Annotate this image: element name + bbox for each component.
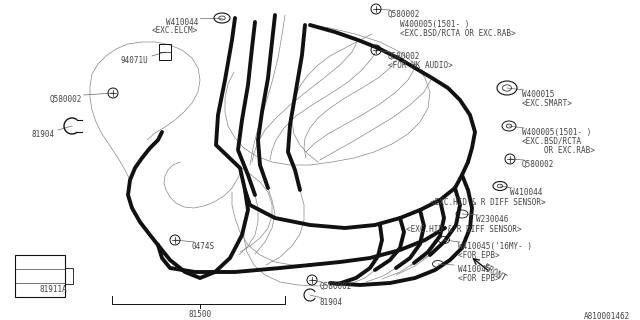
Text: Q580002: Q580002 — [320, 282, 353, 291]
Text: Q580002: Q580002 — [522, 160, 554, 169]
Text: <EXC.SMART>: <EXC.SMART> — [522, 99, 573, 108]
Text: W230046: W230046 — [476, 215, 508, 224]
Text: <FOR EPB>: <FOR EPB> — [458, 251, 500, 260]
Text: W410044: W410044 — [166, 18, 198, 27]
Text: <EXC.BSD/RCTA: <EXC.BSD/RCTA — [522, 137, 582, 146]
Text: Q580002: Q580002 — [388, 52, 420, 61]
Text: A810001462: A810001462 — [584, 312, 630, 320]
Text: <EXC.HID & R DIFF SENSOR>: <EXC.HID & R DIFF SENSOR> — [430, 198, 546, 207]
Text: <EXC.ELCM>: <EXC.ELCM> — [152, 26, 198, 35]
Text: <EXC.HID & R DIFF SENSOR>: <EXC.HID & R DIFF SENSOR> — [406, 225, 522, 234]
Text: 94071U: 94071U — [120, 56, 148, 65]
Text: 81904: 81904 — [320, 298, 343, 307]
Text: <FOR HK AUDIO>: <FOR HK AUDIO> — [388, 61, 452, 70]
Bar — [159, 44, 171, 60]
Bar — [15, 255, 65, 297]
Text: Q580002: Q580002 — [50, 95, 82, 104]
Text: W400015: W400015 — [522, 90, 554, 99]
Text: W400005(1501- ): W400005(1501- ) — [400, 20, 469, 29]
Text: FRONT: FRONT — [481, 263, 507, 283]
Text: 81904: 81904 — [32, 130, 55, 139]
Text: 81500: 81500 — [188, 310, 212, 319]
Text: W400005(1501- ): W400005(1501- ) — [522, 128, 591, 137]
Text: 81911A: 81911A — [40, 285, 68, 294]
Text: W410044: W410044 — [510, 188, 542, 197]
Text: 0474S: 0474S — [192, 242, 215, 251]
Text: OR EXC.RAB>: OR EXC.RAB> — [544, 146, 595, 155]
Text: W410045('16MY- ): W410045('16MY- ) — [458, 242, 532, 251]
Text: W410045: W410045 — [458, 265, 490, 274]
Text: Q580002: Q580002 — [388, 10, 420, 19]
Text: <EXC.BSD/RCTA OR EXC.RAB>: <EXC.BSD/RCTA OR EXC.RAB> — [400, 29, 516, 38]
Text: <FOR EPB>: <FOR EPB> — [458, 274, 500, 283]
